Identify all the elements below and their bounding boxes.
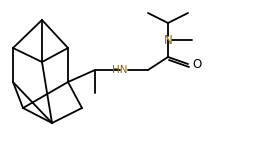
- Text: O: O: [192, 59, 201, 71]
- Text: N: N: [164, 33, 172, 47]
- Text: HN: HN: [112, 65, 128, 75]
